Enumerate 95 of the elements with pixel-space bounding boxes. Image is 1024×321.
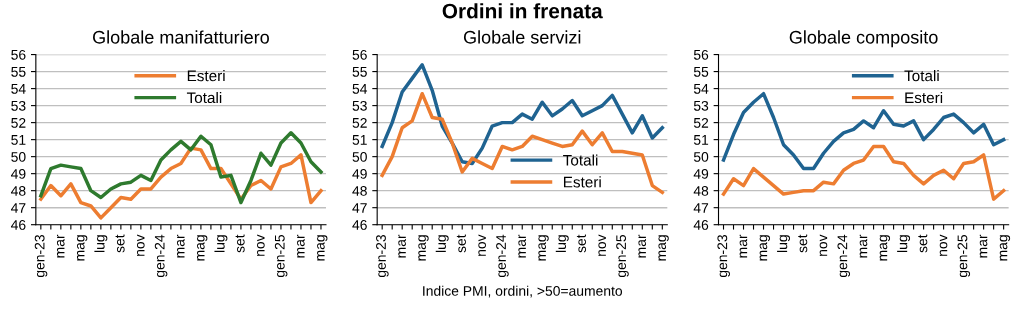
x-tick-label: nov <box>598 234 607 256</box>
y-tick-label: 49 <box>693 169 709 179</box>
x-tick-label: gen-23 <box>34 235 48 278</box>
y-tick-label: 56 <box>352 49 367 60</box>
x-tick-label: mag <box>197 235 208 261</box>
y-tick-label: 48 <box>10 186 26 196</box>
chart-title: Globale composito <box>789 30 938 48</box>
line-series <box>39 131 323 205</box>
x-tick-label: mar <box>398 234 406 258</box>
y-tick-label: 54 <box>11 84 26 94</box>
x-tick-label: mar <box>177 234 185 258</box>
x-tick-label: set <box>115 234 125 253</box>
y-tick-label: 56 <box>693 49 709 60</box>
x-tick-label: gen-23 <box>717 235 730 278</box>
x-tick-label: set <box>235 234 245 253</box>
legend-label: Totali <box>186 91 222 104</box>
x-tick-label: mar <box>859 234 868 258</box>
legend-label: Esteri <box>563 176 601 188</box>
x-tick-label: mar <box>979 234 988 258</box>
x-tick-label: lug <box>555 235 569 253</box>
x-tick-label: lug <box>214 235 228 253</box>
y-tick-label: 50 <box>352 151 367 162</box>
y-tick-label: 52 <box>11 117 26 128</box>
y-tick-label: 55 <box>693 67 709 77</box>
y-tick-label: 54 <box>693 84 709 94</box>
x-tick-label: gen-24 <box>154 234 168 278</box>
y-tick-label: 48 <box>352 186 367 196</box>
chart-title: Globale manifatturiero <box>93 30 269 44</box>
x-tick-label: mar <box>518 234 526 258</box>
x-tick-label: mag <box>418 235 429 261</box>
x-tick-label: gen-24 <box>496 234 509 278</box>
x-tick-label: mag <box>879 235 891 261</box>
x-tick-label: mag <box>317 235 328 261</box>
x-tick-label: mar <box>638 234 647 258</box>
x-tick-label: gen-25 <box>274 235 288 278</box>
line-series <box>380 63 665 166</box>
x-tick-label: mag <box>999 235 1011 261</box>
chart-title: Ordini in frenata <box>442 3 603 19</box>
x-tick-label: lug <box>897 235 911 253</box>
x-tick-label: set <box>918 234 928 253</box>
y-tick-label: 52 <box>693 117 709 128</box>
legend-label: Totali <box>904 70 939 82</box>
y-tick-label: 55 <box>11 67 26 77</box>
x-tick-label: lug <box>777 235 791 253</box>
y-tick-label: 46 <box>10 220 26 230</box>
line-series <box>721 91 1006 171</box>
y-tick-label: 49 <box>10 169 26 179</box>
y-tick-label: 56 <box>11 49 26 60</box>
y-tick-label: 46 <box>352 220 367 230</box>
text: Indice PMI, ordini, >50=aumento <box>423 285 623 298</box>
x-tick-label: mag <box>538 235 549 261</box>
y-tick-label: 55 <box>352 67 367 77</box>
x-tick-label: mar <box>297 234 305 258</box>
x-tick-label: nov <box>478 234 486 256</box>
x-tick-label: nov <box>819 234 828 256</box>
y-tick-label: 47 <box>352 203 367 213</box>
line-series <box>39 146 323 220</box>
x-tick-label: lug <box>435 235 449 253</box>
line-series <box>380 91 665 195</box>
y-tick-label: 52 <box>352 117 367 128</box>
y-tick-label: 51 <box>693 135 709 145</box>
x-tick-label: nov <box>137 234 145 256</box>
y-tick-label: 54 <box>352 84 368 94</box>
x-tick-label: set <box>576 234 586 253</box>
y-tick-label: 47 <box>693 203 709 213</box>
y-tick-label: 49 <box>352 169 367 179</box>
x-tick-label: mag <box>759 235 770 261</box>
legend-label: Esteri <box>187 70 225 82</box>
chart-subtitle: Globale servizi <box>463 30 581 44</box>
line-series <box>721 144 1006 201</box>
x-tick-label: set <box>798 234 808 253</box>
x-tick-label: mar <box>56 234 65 258</box>
x-tick-label: gen-25 <box>616 235 629 278</box>
legend-label: Totali <box>563 154 598 166</box>
x-tick-label: nov <box>257 234 265 256</box>
y-tick-label: 47 <box>10 203 26 213</box>
y-tick-label: 50 <box>693 151 709 162</box>
y-tick-label: 53 <box>352 100 367 111</box>
y-tick-label: 46 <box>693 220 709 230</box>
y-tick-label: 51 <box>11 135 26 145</box>
x-tick-label: mar <box>739 234 748 258</box>
x-tick-label: nov <box>939 234 948 256</box>
y-tick-label: 51 <box>352 135 367 145</box>
y-tick-label: 53 <box>11 100 26 111</box>
y-tick-label: 53 <box>693 100 709 111</box>
x-tick-label: set <box>456 234 466 253</box>
y-tick-label: 48 <box>693 186 709 196</box>
x-tick-label: gen-24 <box>837 234 851 278</box>
x-tick-label: mag <box>76 235 88 261</box>
x-tick-label: gen-23 <box>376 235 389 278</box>
legend-label: Esteri <box>905 91 943 104</box>
x-tick-label: gen-25 <box>957 235 971 278</box>
x-tick-label: lug <box>94 235 108 253</box>
x-tick-label: mag <box>658 235 669 261</box>
y-tick-label: 50 <box>11 151 26 162</box>
